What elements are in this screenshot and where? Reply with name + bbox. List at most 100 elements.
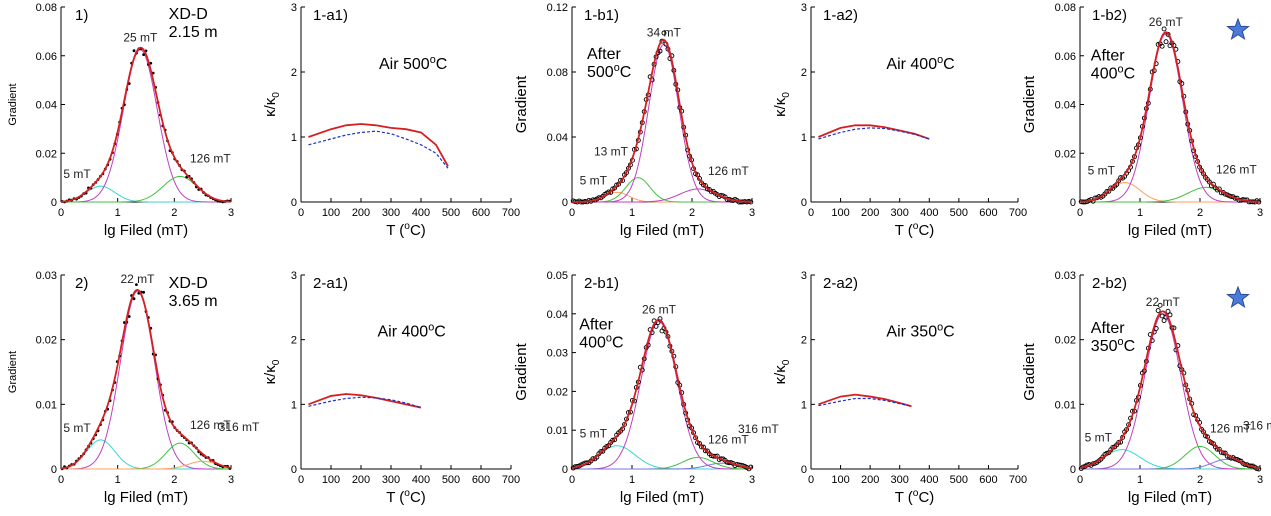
data-point	[1163, 39, 1169, 45]
y-tick-label: 0.04	[547, 132, 568, 144]
x-tick-label: 1	[629, 474, 635, 486]
panel-title: 1-a1)	[313, 7, 348, 24]
y-tick-label: 0.03	[1055, 270, 1076, 282]
panel-note: 350oC	[1091, 336, 1135, 355]
y-tick-label: 0.06	[1055, 51, 1076, 63]
data-point	[616, 181, 622, 187]
x-tick-label: 500	[442, 474, 460, 486]
x-tick-label: 500	[950, 474, 968, 486]
y-axis-label: Gradient	[7, 83, 19, 125]
x-tick-label: 0	[298, 474, 304, 486]
panel-title: 1-b1)	[584, 7, 619, 24]
data-point	[142, 290, 146, 294]
x-tick-label: 3	[749, 474, 755, 486]
component-label: 5 mT	[1088, 164, 1116, 178]
data-point	[1201, 171, 1206, 177]
x-axis-label: T (oC)	[895, 488, 935, 506]
panel-note: Air 400oC	[378, 321, 446, 340]
y-tick-label: 3	[801, 2, 807, 14]
x-tick-label: 600	[979, 474, 997, 486]
panel-note: XD-D	[169, 275, 208, 292]
y-axis-label: Gradient	[1021, 75, 1038, 133]
y-axis-label: Gradient	[7, 351, 19, 393]
cooling-curve	[818, 127, 930, 140]
y-tick-label: 0.01	[1055, 399, 1076, 411]
component-label: 22 mT	[120, 272, 155, 286]
panel-note: 400oC	[1091, 64, 1135, 83]
panel-title: 2-b1)	[584, 275, 619, 292]
component-label: 5 mT	[1085, 431, 1113, 445]
component-label: 34 mT	[647, 25, 682, 39]
x-tick-label: 200	[352, 474, 370, 486]
y-tick-label: 0	[801, 197, 807, 209]
y-tick-label: 2	[291, 335, 297, 347]
x-tick-label: 1	[1137, 474, 1143, 486]
y-axis-label: κ/κ0	[262, 92, 282, 117]
component-label: 316 mT	[738, 422, 779, 436]
panel-note: Air 400oC	[886, 54, 954, 73]
data-point	[700, 182, 706, 188]
y-tick-label: 0.02	[1055, 148, 1076, 160]
x-axis-label: T (oC)	[386, 221, 426, 239]
component-label: 13 mT	[594, 145, 629, 159]
x-tick-label: 3	[1257, 474, 1263, 486]
x-tick-label: 100	[831, 207, 849, 219]
x-axis-label: T (oC)	[895, 221, 935, 239]
x-tick-label: 700	[502, 207, 520, 219]
component-label: 5 mT	[580, 173, 608, 187]
y-tick-label: 0.01	[547, 425, 568, 437]
component-curve-3	[572, 462, 753, 470]
panel-p1a1: 0 100 200 300 400 500 600 700 0 1 2 3 T (oC) κ/κ0 1-a1…	[262, 2, 520, 239]
fit-curve	[60, 288, 232, 470]
x-tick-label: 700	[502, 474, 520, 486]
x-tick-label: 700	[1009, 207, 1027, 219]
data-point	[1165, 308, 1171, 314]
x-tick-label: 0	[569, 474, 575, 486]
y-axis-label: κ/κ0	[772, 359, 792, 384]
component-label: 5 mT	[580, 427, 608, 441]
x-tick-label: 100	[831, 474, 849, 486]
component-label: 26 mT	[1149, 15, 1184, 29]
data-point	[135, 283, 138, 287]
x-tick-label: 400	[920, 474, 938, 486]
y-tick-label: 0.02	[36, 148, 57, 160]
y-tick-label: 1	[291, 399, 297, 411]
x-tick-label: 1	[115, 207, 121, 219]
y-tick-label: 0	[291, 197, 297, 209]
heating-curve	[818, 393, 912, 408]
y-tick-label: 0	[562, 464, 568, 476]
data-point	[697, 441, 702, 446]
fit-curve	[1079, 310, 1261, 470]
component-label: 126 mT	[1216, 162, 1257, 176]
panel-title: 1)	[75, 7, 88, 24]
x-tick-label: 300	[891, 207, 909, 219]
x-tick-label: 400	[412, 207, 430, 219]
y-tick-label: 0.08	[1055, 2, 1076, 14]
data-point	[661, 30, 667, 36]
y-tick-label: 0.02	[547, 386, 568, 398]
x-tick-label: 300	[382, 207, 400, 219]
component-label: 126 mT	[708, 164, 749, 178]
data-point	[142, 53, 146, 57]
component-label: 126 mT	[190, 151, 231, 165]
x-axis-label: lg Filed (mT)	[1128, 489, 1212, 506]
panel-p2a1: 0 100 200 300 400 500 600 700 0 1 2 3 T (oC) κ/κ0 2-a1…	[262, 270, 520, 506]
y-tick-label: 0.01	[36, 399, 57, 411]
x-tick-label: 2	[171, 474, 177, 486]
star-icon	[1226, 17, 1250, 41]
y-axis-label: Gradient	[1021, 342, 1038, 400]
x-tick-label: 2	[1197, 474, 1203, 486]
component-curve-3	[61, 460, 232, 470]
y-axis-label: κ/κ0	[772, 92, 792, 117]
panel-title: 2-a2)	[823, 275, 858, 292]
y-tick-label: 2	[291, 67, 297, 79]
x-tick-label: 500	[442, 207, 460, 219]
y-tick-label: 3	[291, 270, 297, 282]
y-tick-label: 2	[801, 335, 807, 347]
y-tick-label: 0.08	[547, 67, 568, 79]
panel-note: Air 350oC	[886, 321, 954, 340]
component-label: 126 mT	[708, 432, 749, 446]
cooling-curve	[308, 396, 422, 409]
x-tick-label: 2	[689, 474, 695, 486]
heating-curve	[818, 124, 930, 140]
